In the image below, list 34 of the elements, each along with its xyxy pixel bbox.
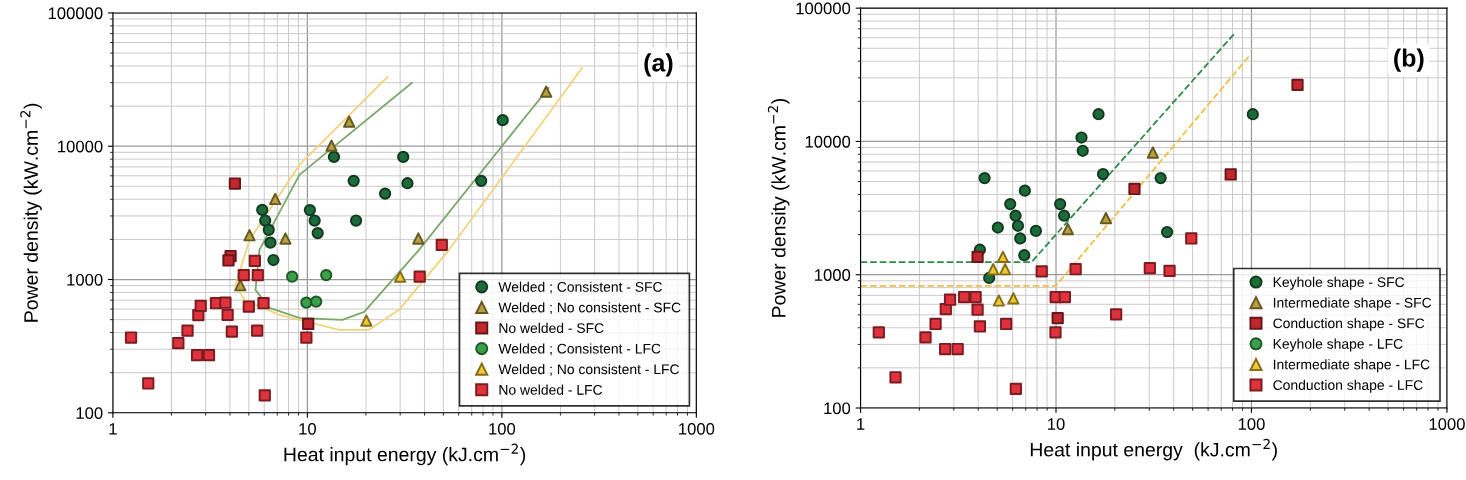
legend-label: Welded ; No consistent - LFC	[498, 363, 680, 376]
y-tick-label: 100000	[48, 7, 103, 20]
x-tick-label: 1	[857, 418, 865, 430]
y-tick-label: 100	[76, 407, 103, 419]
annotation: (a)	[644, 53, 673, 77]
legend-label: Welded ; No consistent - SFC	[498, 302, 681, 315]
legend-label: Welded ; Consistent - LFC	[498, 343, 661, 356]
legend-label: Keyhole shape - LFC	[1273, 338, 1403, 352]
x-tick-label: 10	[1048, 418, 1065, 430]
legend-label: Conduction shape - LFC	[1273, 379, 1423, 393]
legend-label: Keyhole shape - SFC	[1273, 276, 1405, 290]
y-axis-title: Power density (kW.cm$^{−2}$)	[20, 103, 42, 322]
x-tick-label: 1000	[1429, 418, 1465, 430]
x-axis-title: Heat input energy (kJ.cm$^{−2}$)	[284, 443, 526, 466]
legend-label: No welded - SFC	[499, 322, 604, 334]
annotation: (b)	[1394, 48, 1424, 72]
y-tick-label: 10000	[805, 135, 851, 148]
x-tick-label: 1	[109, 423, 117, 435]
legend-label: Welded ; Consistent - SFC	[498, 281, 663, 294]
x-tick-label: 10	[299, 422, 316, 435]
y-tick-label: 1000	[815, 269, 851, 281]
legend-label: Conduction shape - SFC	[1273, 318, 1425, 331]
x-tick-label: 1000	[679, 422, 715, 435]
y-axis-title: Power density (kW.cm$^{−2}$)	[767, 98, 790, 317]
y-tick-label: 100000	[796, 2, 851, 15]
x-tick-label: 100	[1238, 418, 1265, 430]
legend-label: Intermediate shape - LFC	[1273, 359, 1430, 373]
legend-label: No welded - LFC	[499, 384, 603, 395]
y-tick-label: 100	[824, 402, 851, 415]
x-axis-title: Heat input energy (kJ.cm$^{−2}$)	[1030, 438, 1277, 461]
legend-label: Intermediate shape - SFC	[1273, 297, 1432, 311]
y-tick-label: 1000	[67, 273, 103, 286]
y-tick-label: 10000	[58, 140, 103, 153]
x-tick-label: 100	[489, 422, 516, 435]
